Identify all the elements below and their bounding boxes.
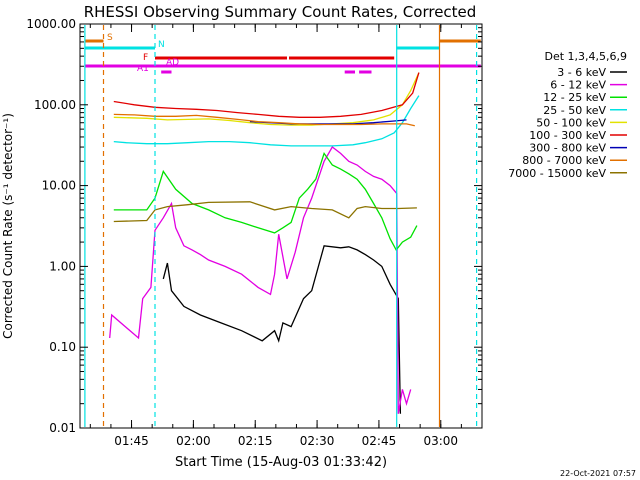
x-tick-label-2: 02:00 <box>176 434 211 448</box>
y-tick-label-4: 1.00 <box>49 259 76 273</box>
axes: 1000.00 100.00 10.00 1.00 0.10 0.01 01:45 02:00… <box>26 17 483 448</box>
status-bar-label-3: F <box>143 53 148 63</box>
footer-date: 22-Oct-2021 07:57 <box>560 469 636 478</box>
vertical-markers <box>84 25 478 427</box>
x-axis-label: Start Time (15-Aug-03 01:33:42) <box>175 455 387 470</box>
plot-frame <box>79 23 483 429</box>
status-bar-label-1: S <box>107 33 113 43</box>
status-bars: S NF AD A1 <box>84 33 481 74</box>
legend-label-5: 50 - 100 keV <box>536 116 606 129</box>
series-line-2 <box>109 146 412 414</box>
chart-title: RHESSI Observing Summary Count Rates, Co… <box>84 3 477 21</box>
legend-label-3: 12 - 25 keV <box>543 91 606 104</box>
y-tick-label-5: 0.10 <box>49 340 76 354</box>
legend-label-1: 3 - 6 keV <box>557 66 606 79</box>
y-axis-label: Corrected Count Rate (s⁻¹ detector⁻¹) <box>1 113 15 339</box>
series-line-1 <box>162 245 402 414</box>
status-bar-label-2: N <box>158 40 165 50</box>
x-tick-label-3: 02:15 <box>238 434 273 448</box>
series-line-6 <box>113 72 420 118</box>
legend-label-6: 100 - 300 keV <box>529 129 606 142</box>
y-tick-label-2: 100.00 <box>34 98 76 112</box>
legend-label-2: 6 - 12 keV <box>550 79 606 92</box>
x-tick-label-5: 02:45 <box>362 434 397 448</box>
legend-title: Det 1,3,4,5,6,9 <box>544 50 627 63</box>
x-tick-label-1: 01:45 <box>114 434 149 448</box>
y-tick-label-3: 10.00 <box>42 179 76 193</box>
series-line-4 <box>113 95 420 147</box>
series-line-8 <box>113 113 415 127</box>
status-bar-label-5: A1 <box>137 64 149 74</box>
series-line-9 <box>113 201 417 223</box>
legend-label-7: 300 - 800 keV <box>529 142 606 155</box>
legend-label-8: 800 - 7000 keV <box>522 154 606 167</box>
series-line-5 <box>113 72 420 126</box>
legend-label-4: 25 - 50 keV <box>543 104 606 117</box>
y-tick-label-1: 1000.00 <box>26 17 76 31</box>
y-tick-label-6: 0.01 <box>49 421 76 435</box>
status-bar-label-4: AD <box>166 58 179 68</box>
legend-label-9: 7000 - 15000 keV <box>508 167 606 180</box>
x-tick-label-4: 02:30 <box>300 434 335 448</box>
series-line-3 <box>113 151 418 252</box>
series-layer <box>109 72 420 414</box>
x-tick-label-6: 03:00 <box>423 434 458 448</box>
